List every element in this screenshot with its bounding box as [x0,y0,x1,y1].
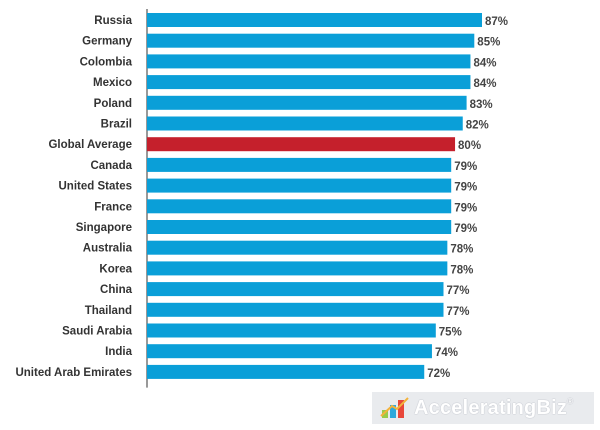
category-label-united-states: United States [59,181,133,193]
bar-thailand [147,302,444,317]
category-label-brazil: Brazil [101,119,132,131]
bar-united-states [147,178,452,193]
category-label-canada: Canada [90,160,132,172]
category-label-colombia: Colombia [80,56,133,68]
category-label-australia: Australia [83,243,133,255]
watermark-logo-icon [380,397,409,418]
bar-korea [147,261,448,276]
category-label-united-arab-emirates: United Arab Emirates [15,367,132,379]
bar-france [147,199,452,214]
value-label-united-arab-emirates: 72% [427,368,450,380]
bar-saudi-arabia [147,323,436,338]
category-label-global-average: Global Average [48,139,132,151]
category-label-china: China [100,284,133,296]
bar-mexico [147,75,471,90]
value-label-india: 74% [435,347,458,359]
category-label-saudi-arabia: Saudi Arabia [62,326,132,338]
bar-russia [147,13,482,27]
category-label-russia: Russia [94,15,132,27]
value-label-colombia: 84% [473,57,496,69]
bar-poland [147,95,467,110]
bar-germany [147,33,475,48]
bar-china [147,282,444,297]
value-label-canada: 79% [454,161,477,173]
value-label-global-average: 80% [458,140,481,152]
category-label-germany: Germany [82,36,132,48]
category-label-singapore: Singapore [76,222,132,234]
value-label-france: 79% [454,202,477,214]
value-label-poland: 83% [470,99,493,111]
value-label-russia: 87% [485,16,508,28]
category-label-korea: Korea [99,263,132,275]
watermark-logo: AcceleratingBiz® [372,392,594,424]
bar-india [147,344,432,359]
bar-united-arab-emirates [147,364,425,379]
bar-canada [147,157,452,172]
value-label-singapore: 79% [454,223,477,235]
bar-australia [147,240,448,255]
value-label-united-states: 79% [454,182,477,194]
value-label-saudi-arabia: 75% [439,327,462,339]
watermark-text: AcceleratingBiz® [414,396,574,419]
bar-global-average [147,137,456,152]
bar-colombia [147,54,471,69]
category-label-india: India [105,346,132,358]
category-label-poland: Poland [94,98,132,110]
bar-singapore [147,220,452,234]
value-label-australia: 78% [450,244,473,256]
value-label-germany: 85% [477,37,500,49]
value-label-thailand: 77% [446,306,469,318]
value-label-korea: 78% [450,264,473,276]
category-label-thailand: Thailand [85,305,132,317]
value-label-china: 77% [446,285,469,297]
value-label-mexico: 84% [473,78,496,90]
category-label-mexico: Mexico [93,77,132,89]
bar-brazil [147,116,463,131]
value-label-brazil: 82% [466,120,489,132]
category-label-france: France [94,201,132,213]
